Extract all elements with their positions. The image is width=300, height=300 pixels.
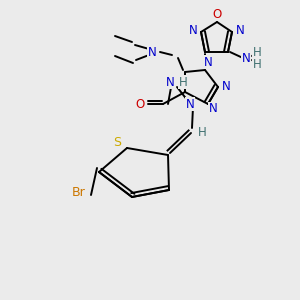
Text: H: H: [178, 76, 188, 88]
Text: N: N: [236, 23, 244, 37]
Text: N: N: [208, 103, 217, 116]
Text: N: N: [148, 46, 156, 59]
Text: Br: Br: [72, 187, 86, 200]
Text: H: H: [253, 46, 261, 59]
Text: S: S: [113, 136, 121, 149]
Text: H: H: [253, 58, 261, 70]
Text: N: N: [189, 23, 197, 37]
Text: N: N: [222, 80, 230, 94]
Text: N: N: [242, 52, 250, 64]
Text: N: N: [204, 56, 212, 68]
Text: H: H: [198, 127, 206, 140]
Text: N: N: [186, 98, 194, 110]
Text: O: O: [135, 98, 145, 110]
Text: O: O: [212, 8, 222, 20]
Text: N: N: [166, 76, 174, 88]
